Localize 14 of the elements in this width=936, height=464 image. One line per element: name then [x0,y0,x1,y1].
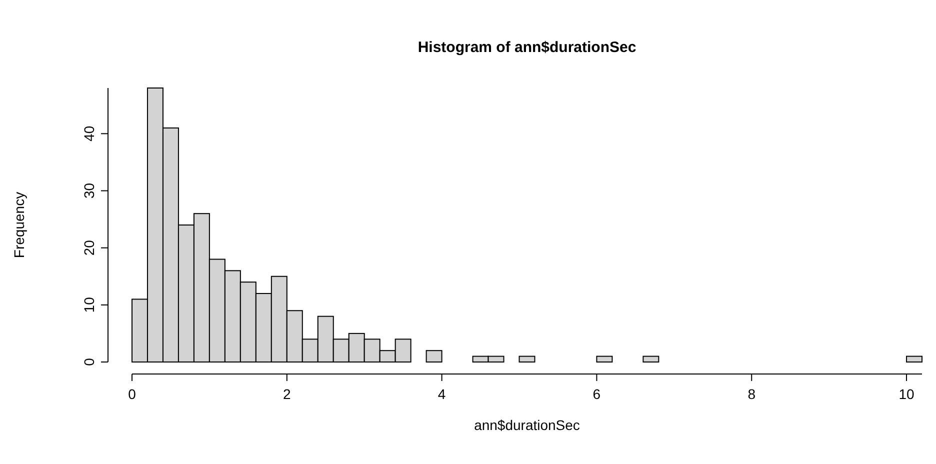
y-tick-label: 20 [81,240,97,256]
x-tick-label: 0 [128,386,136,402]
y-tick-label: 40 [81,126,97,142]
y-tick-label: 0 [81,358,97,366]
x-tick-label: 2 [283,386,292,402]
y-tick-label: 10 [81,296,97,313]
y-tick-label: 30 [81,182,97,199]
chart-title: Histogram of ann$durationSec [418,39,636,56]
x-tick-label: 8 [748,386,756,402]
x-tick-label: 10 [898,386,915,402]
x-tick-label: 4 [438,386,446,402]
x-tick-label: 6 [592,386,601,402]
y-axis-title: Frequency [11,192,27,258]
x-axis-title: ann$durationSec [474,417,580,433]
